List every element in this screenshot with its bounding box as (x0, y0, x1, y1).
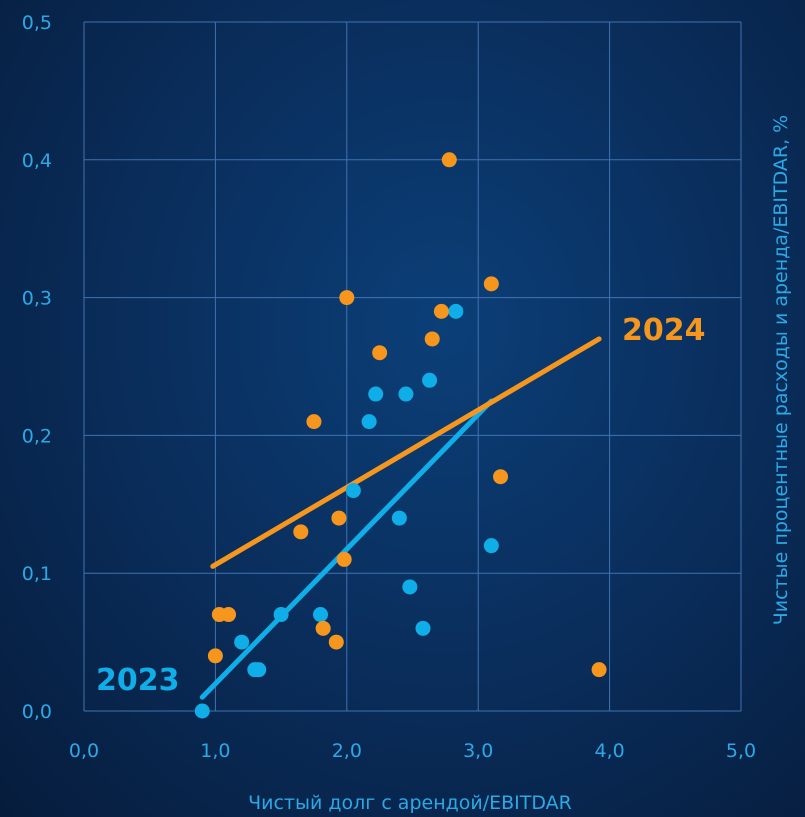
point-2023 (448, 303, 464, 319)
point-2023 (398, 386, 414, 402)
x-tick-label: 1,0 (200, 740, 230, 762)
x-tick-label: 2,0 (332, 740, 362, 762)
y-tick-label: 0,3 (22, 288, 52, 310)
point-2024 (433, 303, 449, 319)
data-points (194, 152, 607, 719)
y-tick-label: 0,2 (22, 425, 52, 447)
y-tick-label: 0,4 (22, 150, 52, 172)
point-2023 (391, 510, 407, 526)
x-axis-title: Чистый долг с арендой/EBITDAR (248, 792, 572, 814)
point-2023 (273, 607, 289, 623)
point-2024 (336, 551, 352, 567)
series-labels: 2023 2024 (96, 313, 706, 698)
series-label-2023: 2023 (96, 663, 180, 698)
y-tick-label: 0,0 (22, 701, 52, 723)
point-2024 (441, 152, 457, 168)
point-2023 (251, 662, 267, 678)
point-2023 (345, 483, 361, 499)
point-2023 (194, 703, 210, 719)
x-tick-label: 4,0 (594, 740, 624, 762)
point-2024 (424, 331, 440, 347)
point-2024 (483, 276, 499, 292)
point-2024 (207, 648, 223, 664)
x-tick-label: 5,0 (726, 740, 756, 762)
point-2024 (315, 620, 331, 636)
x-tick-label: 0,0 (69, 740, 99, 762)
point-2024 (306, 414, 322, 430)
point-2024 (591, 662, 607, 678)
y-axis-title: Чистые процентные расходы и аренда/EBITD… (770, 115, 792, 625)
series-label-2024: 2024 (622, 313, 706, 348)
point-2024 (372, 345, 388, 361)
point-2024 (331, 510, 347, 526)
trend-lines (199, 336, 602, 700)
x-tick-label: 3,0 (463, 740, 493, 762)
point-2024 (493, 469, 509, 485)
y-tick-label: 0,1 (22, 563, 52, 585)
point-2024 (293, 524, 309, 540)
trend-line-2024 (210, 336, 602, 569)
point-2023 (422, 372, 438, 388)
point-2024 (328, 634, 344, 650)
point-2023 (415, 620, 431, 636)
chart-grid (83, 21, 742, 712)
axis-ticks: 0,0 1,0 2,0 3,0 4,0 5,0 0,0 0,1 0,2 0,3 0,4 0,5 (22, 12, 756, 762)
point-2023 (483, 538, 499, 554)
point-2023 (368, 386, 384, 402)
point-2024 (339, 290, 355, 306)
point-2023 (361, 414, 377, 430)
point-2023 (313, 607, 329, 623)
y-tick-label: 0,5 (22, 12, 52, 34)
trend-line-2023 (199, 398, 494, 700)
point-2023 (402, 579, 418, 595)
point-2023 (234, 634, 250, 650)
point-2024 (221, 607, 237, 623)
